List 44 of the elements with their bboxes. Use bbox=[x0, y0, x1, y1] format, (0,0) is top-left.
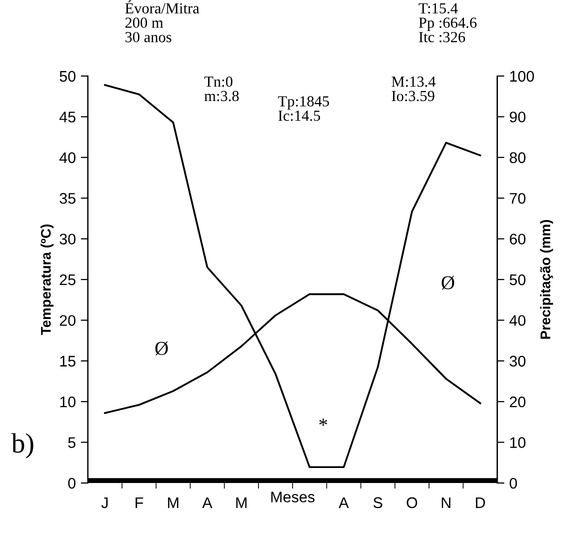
y2-tick-label: 80 bbox=[510, 152, 526, 164]
annotation: Ø bbox=[155, 342, 168, 356]
y2-tick-label: 100 bbox=[510, 70, 534, 82]
x-tick-label: J bbox=[101, 497, 108, 508]
y2-axis-title: Precipitação (mm) bbox=[540, 220, 554, 339]
y-tick-label: 25 bbox=[60, 274, 76, 286]
y-tick-label: 50 bbox=[60, 70, 76, 82]
text: Évora/Mitra 200 m 30 anos bbox=[125, 0, 200, 42]
y2-tick-label: 50 bbox=[510, 274, 526, 286]
x-tick-label: N bbox=[442, 497, 450, 508]
annotation: * bbox=[319, 418, 328, 426]
text: b) bbox=[11, 433, 34, 458]
annotation: Tn:0 m:3.8 bbox=[204, 76, 239, 102]
y-tick-label: 45 bbox=[59, 112, 76, 122]
y2-tick-label: 40 bbox=[509, 315, 526, 326]
y2-tick-label: 0 bbox=[510, 478, 517, 489]
y-tick-label: 0 bbox=[68, 478, 76, 489]
y2-tick-label: 20 bbox=[510, 396, 526, 408]
x-tick-label: D bbox=[476, 497, 485, 508]
x-tick-label: O bbox=[406, 497, 418, 508]
x-tick-label: A bbox=[338, 497, 349, 508]
y-tick-label: 15 bbox=[60, 356, 76, 367]
y-tick-label: 10 bbox=[60, 396, 76, 408]
y-tick-label: 20 bbox=[60, 315, 76, 326]
x-tick-label: F bbox=[136, 497, 144, 508]
annotation: Ø bbox=[442, 276, 454, 290]
x-tick-label: M bbox=[236, 497, 247, 508]
annotation: Tp:1845 Ic:14.5 bbox=[278, 96, 330, 121]
y2-tick-label: 30 bbox=[510, 356, 526, 367]
y2-tick-label: 90 bbox=[510, 112, 526, 122]
x-tick-label: A bbox=[202, 497, 212, 508]
y-tick-label: 5 bbox=[68, 437, 76, 448]
x-axis-title: Meses bbox=[271, 492, 315, 502]
y-tick-label: 30 bbox=[60, 234, 76, 245]
y-axis-title: Temperatura (ºC) bbox=[40, 224, 54, 336]
y2-tick-label: 60 bbox=[510, 234, 526, 245]
x-tick-label: M bbox=[168, 497, 178, 508]
x-tick-label: S bbox=[373, 497, 382, 508]
y2-tick-label: 70 bbox=[510, 192, 526, 204]
y2-tick-label: 10 bbox=[510, 437, 526, 448]
y-tick-label: 40 bbox=[59, 152, 76, 164]
annotation: M:13.4 Io:3.59 bbox=[392, 76, 436, 102]
text: T:15.4 Pp :664.6 Itc :326 bbox=[418, 3, 477, 42]
y-tick-label: 35 bbox=[60, 192, 76, 204]
